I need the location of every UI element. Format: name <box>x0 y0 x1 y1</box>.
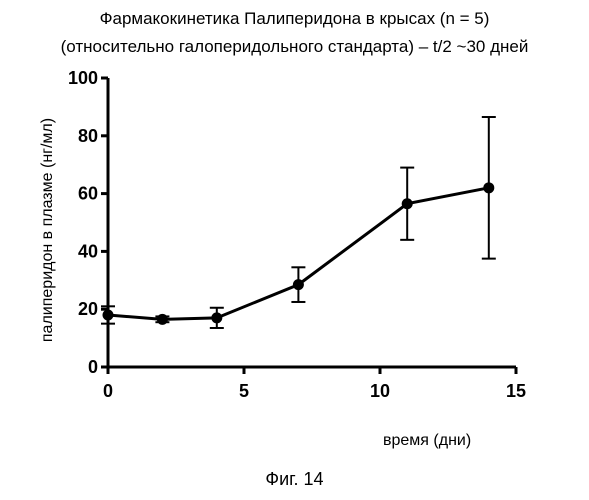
y-tick-label: 20 <box>78 299 98 319</box>
x-tick-label: 5 <box>239 381 249 401</box>
data-point <box>402 198 413 209</box>
y-tick-label: 80 <box>78 126 98 146</box>
x-axis-label: время (дни) <box>383 432 471 450</box>
y-tick-label: 60 <box>78 184 98 204</box>
y-tick-label: 40 <box>78 241 98 261</box>
data-point <box>103 309 114 320</box>
x-tick-label: 15 <box>506 381 526 401</box>
figure-caption: Фиг. 14 <box>0 469 589 490</box>
data-point <box>211 312 222 323</box>
data-point <box>157 314 168 325</box>
data-point <box>293 279 304 290</box>
data-point <box>483 182 494 193</box>
y-tick-label: 0 <box>88 357 98 377</box>
x-tick-label: 10 <box>370 381 390 401</box>
x-tick-label: 0 <box>103 381 113 401</box>
y-tick-label: 100 <box>68 68 98 88</box>
